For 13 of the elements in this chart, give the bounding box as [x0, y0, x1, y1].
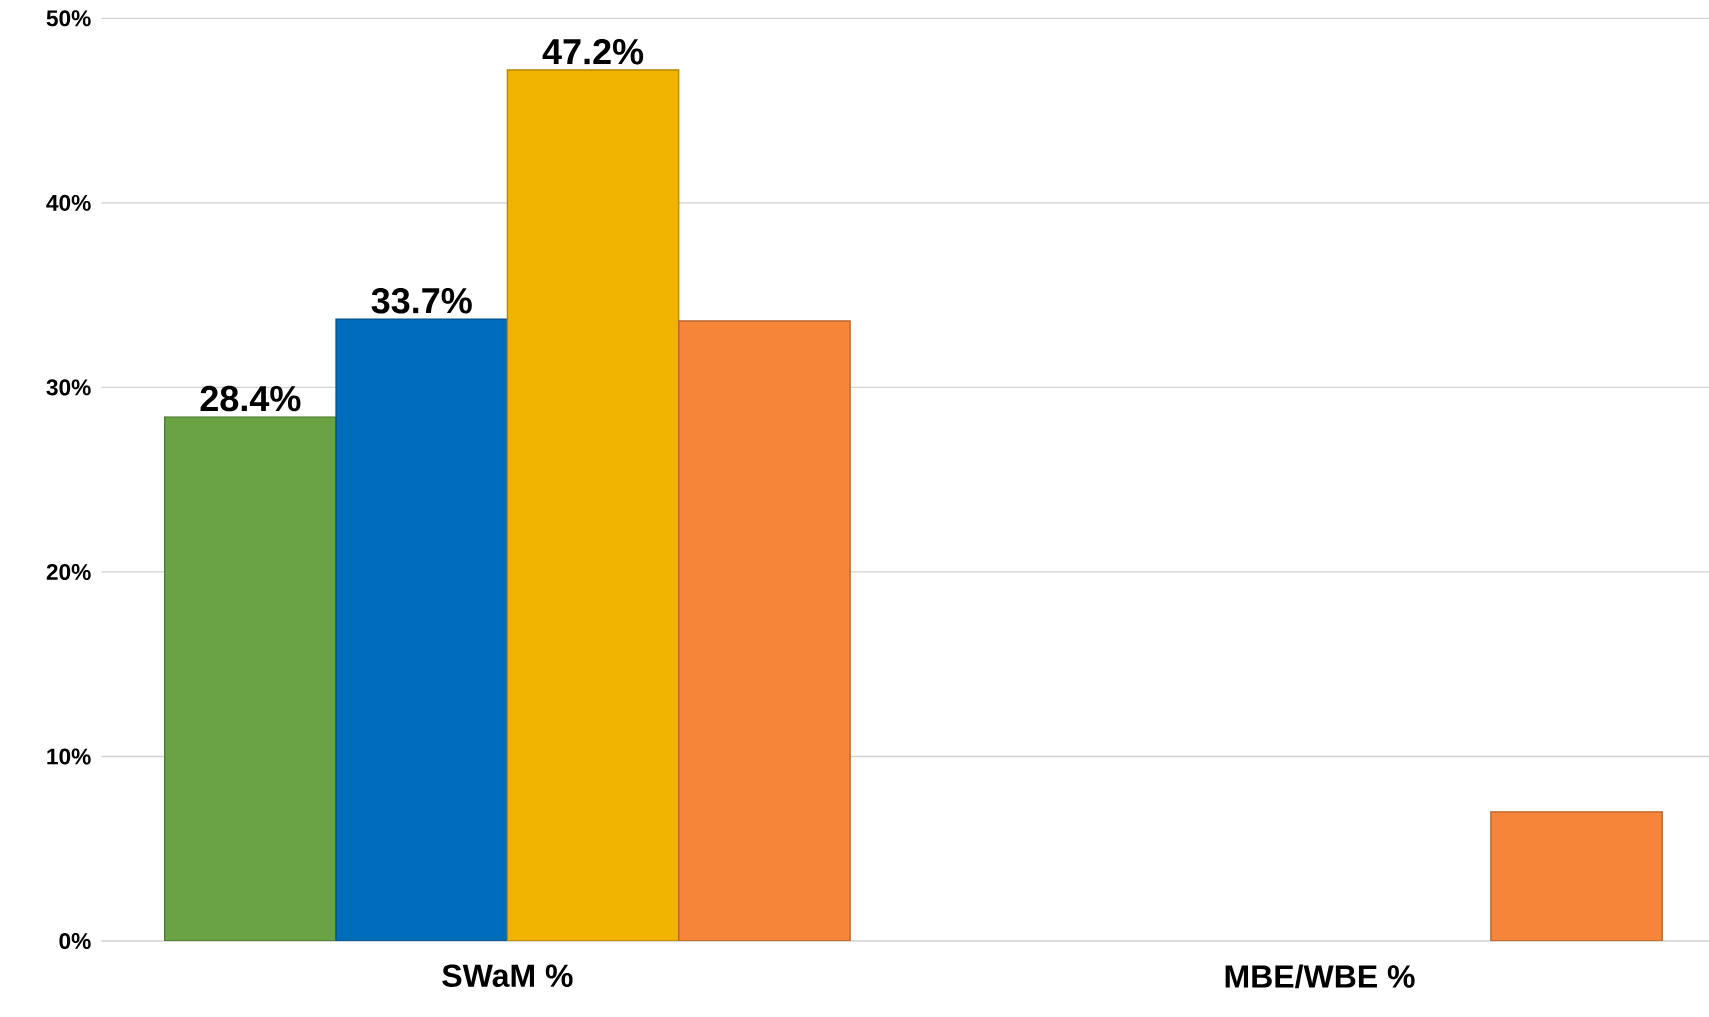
bar	[678, 320, 851, 941]
bar	[1490, 811, 1663, 941]
y-tick-label: 20%	[46, 563, 91, 580]
data-label: 33.7%	[371, 287, 472, 314]
data-label: 47.2%	[542, 38, 644, 65]
y-tick-label: 50%	[46, 10, 91, 27]
y-tick-label: 30%	[46, 379, 91, 396]
y-tick-label: 10%	[47, 748, 91, 765]
data-label: 28.4%	[200, 385, 301, 412]
x-tick-label: SWaM %	[442, 964, 573, 988]
y-tick-label: 0%	[59, 932, 91, 950]
y-tick-label: 40%	[46, 194, 91, 211]
x-tick-label: MBE/WBE %	[1225, 964, 1415, 989]
